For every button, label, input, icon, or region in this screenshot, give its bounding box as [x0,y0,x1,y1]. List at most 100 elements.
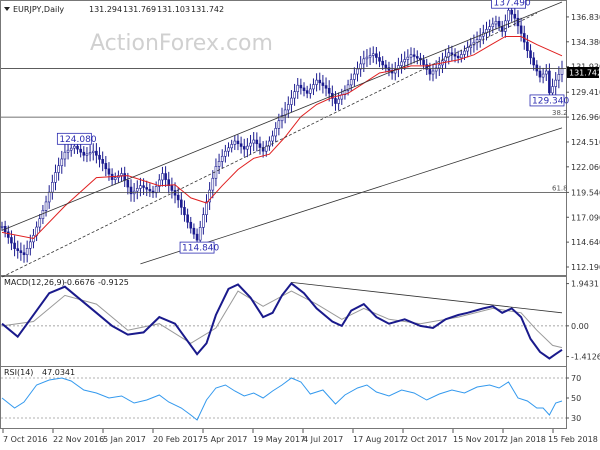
candle-body [186,214,189,223]
fib-level-label: 38.2 [552,109,568,117]
macd-title: MACD(12,26,9) [4,278,65,287]
macd-value-1: -0.6676 [64,278,95,287]
candle-body [560,68,564,75]
candle-body [393,69,397,74]
candle-body [63,151,67,160]
candle-body [513,13,517,19]
candle-body [29,241,32,249]
candle-body [274,128,278,137]
candle-body [107,168,111,175]
moving-average-line [1,36,563,240]
header-close: 131.742 [191,5,224,14]
rsi-y-tick-label: 30 [571,414,581,423]
candle-body [346,84,350,91]
candle-body [126,179,130,188]
channel-mid-dashed-line [1,12,538,278]
candle-body [466,47,469,52]
candle-body [211,177,215,191]
candle-body [264,145,268,152]
candle-body [167,179,171,187]
price-y-tick-label: 112.190 [571,263,600,272]
candle-body [507,9,510,22]
price-panel-frame [0,0,567,276]
rsi-value: 47.0341 [42,368,75,377]
candle-body [318,79,322,84]
candle-body [532,57,535,66]
candle-body [158,179,161,187]
x-tick-label: 15 Nov 2017 [453,435,504,444]
candle-body [19,250,23,253]
candle-body [538,70,542,78]
candle-body [356,68,359,75]
candle-body [120,173,123,176]
candle-body [98,154,101,160]
candle-body [151,190,155,194]
price-y-tick-label: 124.510 [571,138,600,147]
candle-body [290,97,293,105]
candle-body [242,146,246,150]
candle-body [510,9,513,15]
candle-body [488,26,491,30]
rsi-y-tick-label: 50 [571,394,581,403]
price-annotation-label: 124.080 [59,135,96,145]
candle-body [438,64,441,69]
x-tick-label: 7 Oct 2016 [3,435,47,444]
macd-y-axis: 1.9431 0.00 -1.4126 [566,280,600,362]
current-price-label: 131.742 [569,69,600,78]
candle-body [444,56,447,62]
candle-body [82,151,86,156]
candle-body [368,55,372,58]
macd-y-tick-label: -1.4126 [571,353,600,362]
candle-body [271,135,274,142]
candle-body [88,152,92,155]
price-annotation-label: 129.340 [532,96,569,106]
candle-body [60,158,64,167]
candle-body [261,147,265,152]
candle-body [66,149,70,153]
candle-body [208,189,211,203]
candle-body [173,190,177,196]
candle-body [406,56,410,60]
price-annotations-layer: 137.490 124.080 114.840 129.340 [56,0,569,254]
candle-body [44,201,48,211]
candle-body [38,218,42,228]
candle-body [176,194,180,201]
price-y-tick-label: 114.640 [571,238,600,247]
candle-body [353,73,356,80]
candle-body [41,210,45,219]
candle-body [312,84,315,90]
candle-body [557,74,561,81]
moving-average-layer [1,36,563,240]
candle-body [142,185,145,188]
candle-body [428,69,432,75]
x-tick-label: 17 Aug 2017 [353,435,404,444]
rsi-title: RSI(14) [4,368,33,377]
x-tick-label: 5 Apr 2017 [203,435,247,444]
candle-body [129,186,133,195]
candle-body [349,79,353,86]
candle-body [491,23,495,27]
candle-body [359,63,362,70]
candle-body [47,191,51,203]
candle-body [246,145,249,150]
candle-body [277,120,281,129]
header-high: 131.769 [123,5,156,14]
candle-body [180,199,183,208]
candle-body [280,115,284,122]
fib-level-label: 61.8 [552,184,568,192]
candle-body [535,64,539,72]
price-annotation-label: 114.840 [182,244,219,254]
candle-body [431,70,435,75]
candle-body [195,233,199,241]
candle-body [544,70,548,75]
candle-body [412,54,416,57]
candle-body [283,109,287,116]
header-low: 131.103 [157,5,190,14]
candle-body [541,73,545,78]
candle-body [305,90,309,94]
candle-body [494,20,498,25]
current-price-tag: 131.742 [567,67,600,78]
price-y-tick-label: 129.410 [571,88,600,97]
price-y-tick-label: 136.830 [571,13,600,22]
